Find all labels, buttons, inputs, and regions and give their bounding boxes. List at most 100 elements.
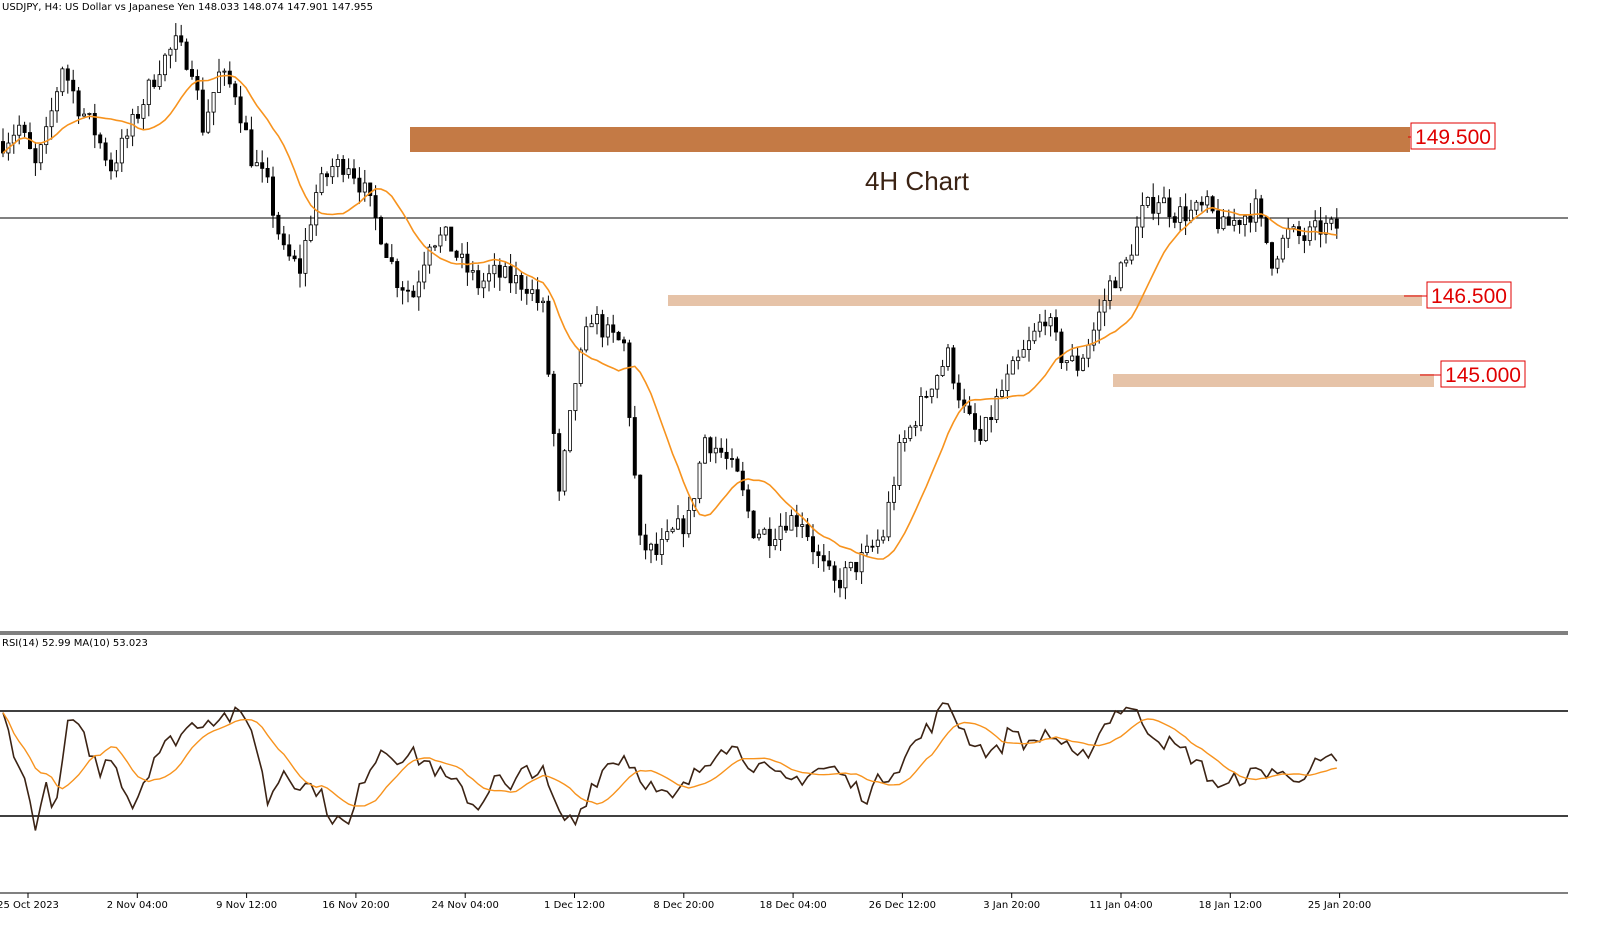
zone-149500 (410, 127, 1410, 152)
candle-body (1302, 235, 1307, 241)
candle-body (330, 166, 335, 178)
candle-body (497, 264, 502, 278)
candle-body (773, 539, 778, 547)
candle-body (1259, 198, 1264, 218)
candle-body (578, 349, 583, 384)
candle-body (125, 135, 130, 139)
candle-body (1237, 220, 1242, 226)
level-146500-box (1426, 281, 1512, 309)
candle-body (227, 70, 232, 85)
candle-body (357, 177, 362, 193)
candle-body (179, 35, 184, 43)
candle-body (735, 458, 740, 472)
candle-body (929, 388, 934, 398)
candle-body (98, 134, 103, 144)
candle-body (71, 79, 76, 92)
candle-body (1059, 331, 1064, 364)
candle-body (1324, 222, 1329, 235)
symbol-header: USDJPY, H4: US Dollar vs Japanese Yen 14… (2, 2, 373, 13)
candle-body (22, 124, 27, 133)
candle-body (573, 383, 578, 412)
candle-body (951, 347, 956, 384)
candle-body (308, 224, 313, 241)
candle-body (659, 538, 664, 555)
candle-body (1113, 280, 1118, 289)
candle-body (270, 176, 275, 216)
candle-body (508, 266, 513, 284)
candle-body (605, 324, 610, 338)
candle-body (1232, 220, 1237, 226)
candle-body (719, 447, 724, 453)
candle-body (632, 417, 637, 476)
candle-body (1248, 215, 1253, 223)
candle-body (805, 524, 810, 538)
candle-body (676, 518, 681, 530)
candle-body (897, 442, 902, 486)
rsi-ma-line (2, 712, 1337, 807)
candle-body (1243, 215, 1248, 226)
x-tick-label: 16 Nov 20:00 (322, 900, 389, 911)
candle-body (730, 458, 735, 460)
candle-body (1178, 206, 1183, 223)
candle-body (1027, 340, 1032, 350)
candle-body (1108, 280, 1113, 301)
x-tick-label: 9 Nov 12:00 (216, 900, 277, 911)
candle-body (254, 162, 259, 167)
candle-body (1005, 373, 1010, 392)
candle-body (708, 437, 713, 454)
candle-body (1081, 357, 1086, 371)
candle-body (1102, 300, 1107, 313)
candle-body (541, 300, 546, 304)
candle-body (881, 536, 886, 541)
candle-body (1037, 321, 1042, 332)
candle-body (724, 451, 729, 459)
candle-body (216, 71, 221, 93)
candle-body (919, 396, 924, 427)
candle-body (983, 417, 988, 441)
candle-body (162, 54, 167, 76)
candle-body (994, 396, 999, 421)
candle-body (1286, 227, 1291, 239)
candle-body (238, 96, 243, 124)
candle-body (967, 405, 972, 414)
zone-146500 (668, 295, 1422, 306)
candle-body (324, 173, 329, 178)
candle-body (1210, 196, 1215, 212)
candle-body (1156, 202, 1161, 214)
candle-body (481, 280, 486, 289)
x-tick-label: 26 Dec 12:00 (869, 900, 936, 911)
candle-body (827, 560, 832, 567)
candle-body (1118, 262, 1123, 289)
rsi-line (2, 702, 1338, 831)
level-145000-box (1440, 360, 1526, 388)
x-tick-label: 2 Nov 04:00 (107, 900, 168, 911)
candle-body (1329, 218, 1334, 224)
candle-body (751, 510, 756, 539)
candle-body (173, 35, 178, 50)
candle-body (1135, 226, 1140, 256)
candle-body (200, 89, 205, 133)
candle-body (649, 543, 654, 551)
candle-body (1189, 209, 1194, 222)
candle-body (757, 533, 762, 539)
candle-body (1097, 311, 1102, 331)
candle-body (978, 428, 983, 441)
candle-body (1086, 344, 1091, 359)
candle-body (465, 253, 470, 273)
x-tick-label: 25 Oct 2023 (0, 900, 59, 911)
candle-body (384, 243, 389, 258)
level-146500-label: 146.500 (1431, 285, 1507, 308)
candle-body (260, 162, 265, 169)
candle-body (622, 339, 627, 344)
candle-body (135, 114, 140, 119)
candle-body (800, 524, 805, 527)
candle-body (233, 83, 238, 98)
x-tick-label: 18 Jan 12:00 (1199, 900, 1262, 911)
candle-body (292, 255, 297, 260)
moving-average-line (2, 74, 1337, 560)
candle-body (1275, 258, 1280, 269)
candle-body (1075, 355, 1080, 371)
rsi-header: RSI(14) 52.99 MA(10) 53.023 (2, 638, 148, 649)
level-149500-box (1410, 122, 1496, 150)
candle-body (119, 137, 124, 164)
